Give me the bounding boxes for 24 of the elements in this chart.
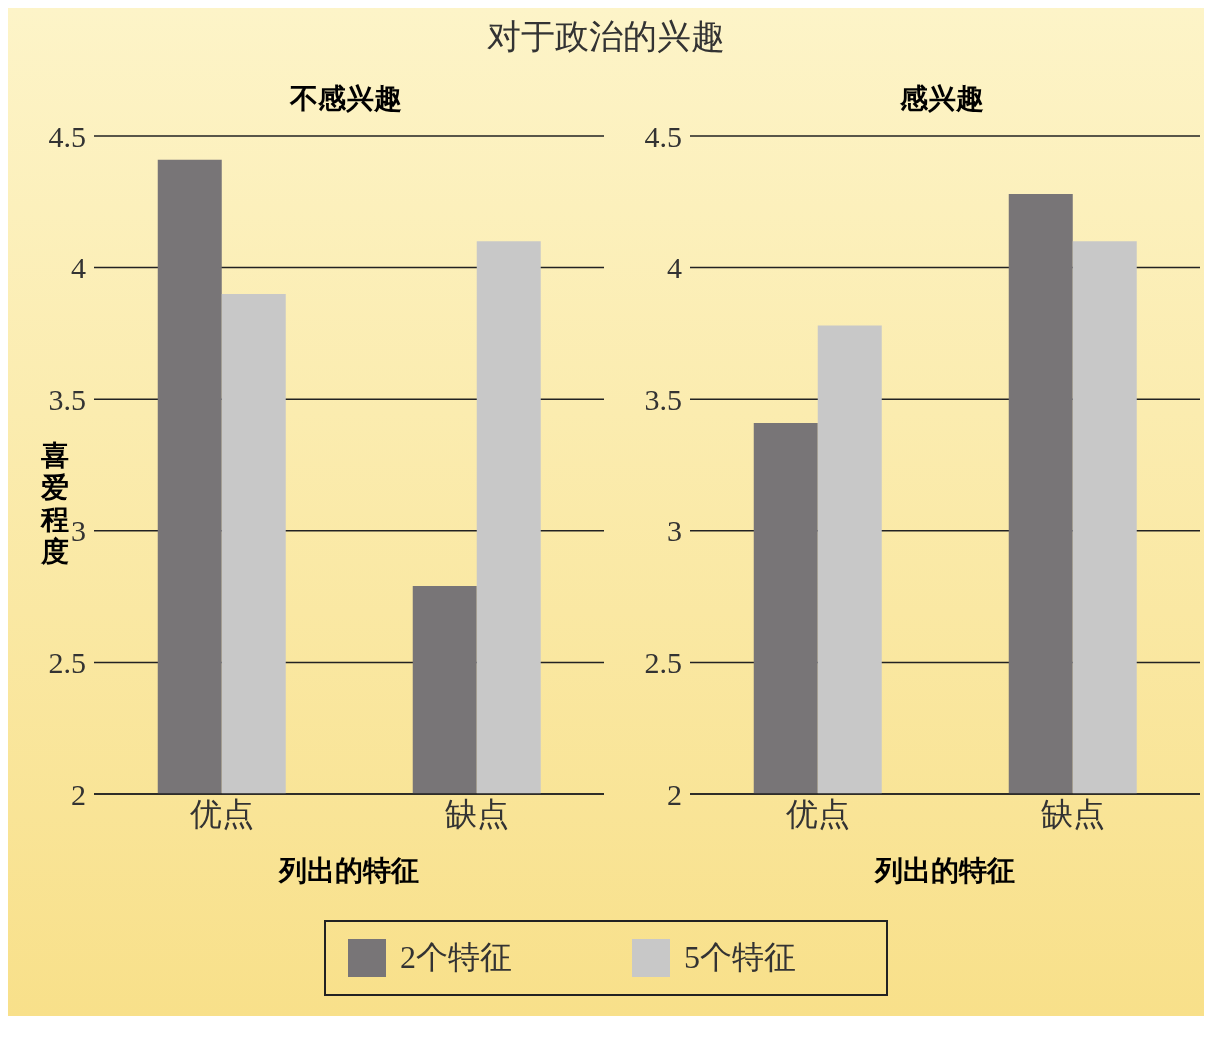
y-tick-label: 4.5 bbox=[644, 119, 682, 153]
x-tick-label: 优点 bbox=[785, 795, 850, 832]
x-tick-label: 优点 bbox=[189, 795, 254, 832]
y-tick-label: 2 bbox=[71, 777, 86, 811]
y-tick-label: 4 bbox=[71, 251, 86, 285]
y-tick-label: 2.5 bbox=[48, 646, 86, 680]
y-tick-label: 3 bbox=[71, 514, 86, 548]
text: 对于政治的兴趣 bbox=[486, 17, 726, 57]
y-tick-label: 3.5 bbox=[48, 382, 86, 416]
y-tick-label: 3.5 bbox=[644, 382, 682, 416]
legend-label: 5个特征 bbox=[683, 938, 796, 977]
chart-title: 感兴趣 bbox=[900, 82, 984, 115]
y-tick-label: 2 bbox=[667, 777, 682, 811]
chart-title: 不感兴趣 bbox=[290, 82, 402, 115]
x-tick-label: 缺点 bbox=[1040, 795, 1105, 832]
y-tick-label: 4.5 bbox=[48, 119, 86, 153]
legend-label: 2个特征 bbox=[399, 938, 512, 977]
y-tick-label: 3 bbox=[667, 514, 682, 548]
x-tick-label: 缺点 bbox=[444, 795, 509, 832]
x-axis-title: 列出的特征 bbox=[277, 853, 420, 889]
y-tick-label: 4 bbox=[667, 251, 682, 285]
x-axis-title: 列出的特征 bbox=[873, 853, 1016, 889]
y-tick-label: 2.5 bbox=[644, 646, 682, 680]
y-axis-title: 喜爱程度 bbox=[39, 439, 70, 568]
